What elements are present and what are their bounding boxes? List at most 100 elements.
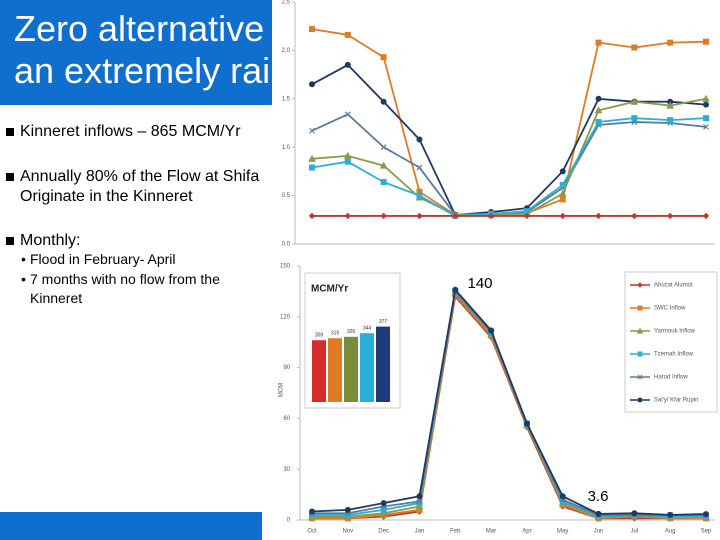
marker (380, 212, 387, 220)
marker (487, 212, 495, 220)
x-tick-label: Oct (307, 529, 317, 535)
marker (416, 192, 423, 199)
marker (667, 511, 674, 518)
marker (595, 510, 602, 517)
inset-title: MCM/Yr (311, 284, 348, 295)
sub-bullet: • 7 months with no flow from the Kinneret (21, 270, 260, 308)
marker (344, 212, 352, 220)
bar-label: 319 (331, 331, 340, 337)
bullet-text: 7 months with no flow from the Kinneret (30, 271, 220, 306)
marker (630, 97, 639, 105)
bullet-icon (6, 173, 14, 181)
marker (379, 161, 388, 169)
marker (637, 374, 643, 380)
marker (380, 179, 387, 186)
marker (523, 212, 531, 220)
bar-label: 309 (315, 333, 324, 339)
series-line (311, 97, 707, 216)
marker (666, 212, 674, 220)
legend-label: SWC Inflow (654, 306, 686, 312)
marker (595, 95, 602, 102)
legend-box (624, 271, 718, 413)
marker (666, 101, 675, 109)
x-tick-label: Sep (701, 529, 712, 535)
bar-label: 344 (363, 326, 372, 332)
marker (702, 212, 710, 220)
marker (344, 61, 351, 68)
marker (558, 189, 567, 197)
marker (595, 119, 602, 126)
legend-label: Sal'y/ Kfar Rupin (654, 398, 699, 404)
y-tick-label: 150 (280, 264, 291, 270)
marker (416, 212, 423, 220)
marker (594, 106, 603, 114)
marker (702, 94, 710, 102)
marker (667, 39, 674, 46)
marker (416, 498, 423, 505)
marker (344, 31, 351, 38)
marker (488, 327, 495, 334)
marker (559, 181, 566, 188)
x-tick-label: Dec (378, 529, 389, 535)
x-tick-label: Apr (522, 529, 531, 535)
bullet: Kinneret inflows – 865 MCM/Yr (6, 122, 270, 142)
y-tick-label: 2.5 (282, 0, 291, 6)
y-axis-label: MCM (279, 383, 285, 397)
annotation: 3.6 (588, 488, 609, 505)
marker (595, 39, 602, 46)
bullet-icon (6, 128, 14, 136)
chart-background (275, 0, 720, 250)
marker (343, 151, 352, 159)
marker (416, 164, 423, 171)
marker (631, 510, 638, 517)
marker (452, 212, 459, 220)
marker (344, 111, 351, 118)
x-tick-label: Nov (342, 529, 353, 535)
marker (309, 127, 315, 134)
bullet: Monthly: (6, 231, 270, 251)
bullet-text: Annually 80% of the Flow at Shifa Origin… (20, 168, 260, 205)
bar (344, 336, 358, 402)
bar-label: 326 (347, 329, 356, 335)
marker (379, 509, 388, 517)
y-tick-label: 0 (287, 518, 291, 524)
x-tick-label: Aug (665, 529, 676, 535)
bar (376, 326, 390, 402)
marker (452, 286, 459, 293)
legend-label: Ahuzat Alumot (654, 283, 693, 289)
y-tick-label: 90 (283, 365, 290, 371)
marker (637, 305, 643, 311)
marker (559, 212, 566, 220)
marker (416, 493, 423, 500)
marker (416, 136, 423, 143)
bar-label: 377 (379, 319, 388, 325)
marker (703, 123, 709, 130)
marker (380, 98, 387, 105)
marker (380, 54, 387, 61)
marker (595, 212, 602, 220)
marker (559, 493, 566, 500)
marker (559, 168, 566, 175)
y-tick-label: 0.0 (282, 242, 291, 248)
legend-label: Yarmouk Inflow (654, 329, 696, 335)
bullet-text: Monthly: (20, 232, 81, 249)
marker (309, 81, 315, 88)
marker (637, 282, 643, 288)
marker (636, 327, 644, 334)
marker (523, 420, 530, 427)
y-tick-label: 60 (283, 416, 290, 422)
marker (308, 154, 316, 162)
y-tick-label: 2.0 (282, 48, 291, 54)
legend-label: Tzemah Inflow (654, 352, 694, 358)
bullet-text: Flood in February- April (30, 251, 176, 267)
sub-bullet: • Flood in February- April (21, 250, 260, 269)
marker (703, 38, 709, 45)
marker (380, 144, 387, 151)
x-tick-label: Jan (415, 529, 425, 535)
x-tick-label: Jun (594, 529, 604, 535)
marker (631, 212, 638, 220)
title-box: Zero alternative an extremely rai (0, 0, 272, 105)
marker (309, 26, 315, 33)
